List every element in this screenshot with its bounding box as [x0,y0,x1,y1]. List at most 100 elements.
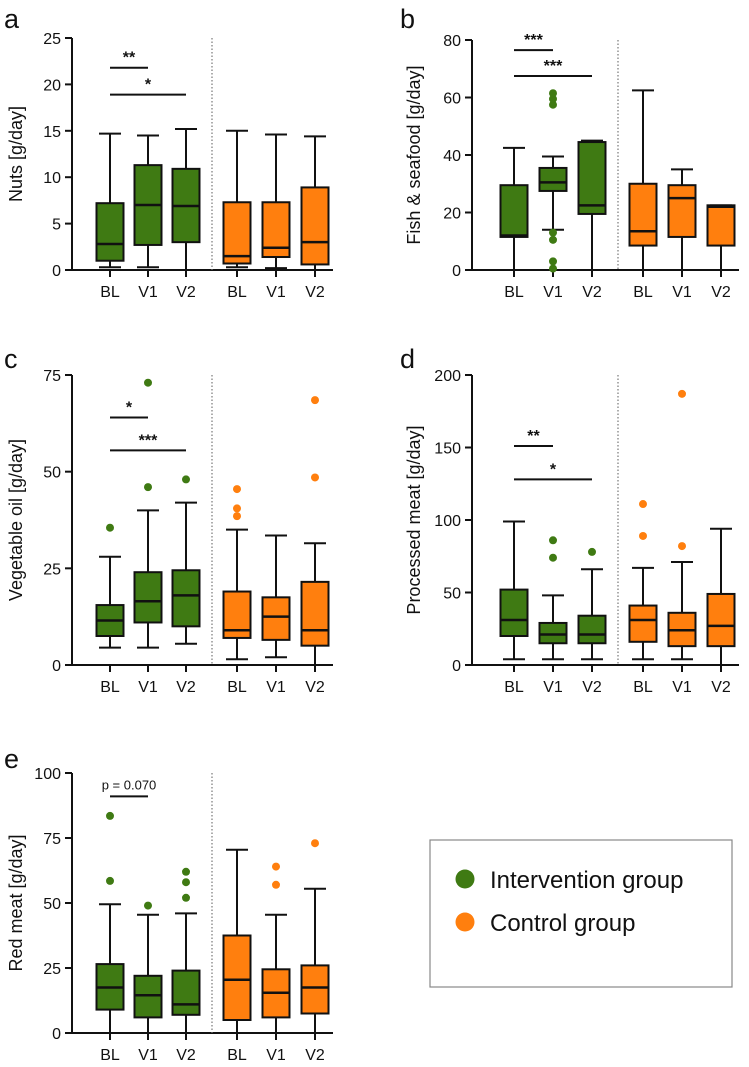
y-tick-label: 50 [43,896,61,913]
x-tick-label: BL [100,679,120,696]
x-tick-label: BL [504,284,524,301]
box-iqr [628,182,658,247]
box-iqr [499,184,529,238]
legend-frame [429,839,733,988]
outlier-point [549,257,557,266]
outlier-point [182,893,190,902]
y-tick-label: 80 [443,33,461,50]
y-tick-label: 150 [434,441,461,458]
outlier-point [182,867,190,876]
box-iqr [133,571,163,624]
x-tick-label: BL [100,1047,120,1064]
significance-label: * [550,461,557,478]
outlier-point [106,523,114,532]
significance-label: ** [123,50,136,67]
x-tick-label: V1 [138,679,158,696]
box-iqr [706,592,736,648]
outlier-point [182,475,190,484]
y-tick-label: 0 [452,658,461,675]
panel-b: b Fish & seafood [g/day] 0 20 40 60 80 BL V1 V2 BL… [400,4,739,301]
outlier-point [233,485,241,494]
box-intervention-BL [95,523,125,649]
significance-bracket: ** [110,50,148,69]
box-control-V1 [667,168,697,271]
box-intervention-BL [499,520,529,661]
outlier-point [233,512,241,521]
outlier-point [549,536,557,545]
box-iqr [261,596,291,641]
box-iqr [300,580,330,647]
box-intervention-BL [95,811,125,1034]
x-tick-label: V1 [266,679,286,696]
box-iqr [499,588,529,637]
significance-bracket: * [514,461,592,481]
box-iqr [300,186,330,266]
legend-marker-control [455,912,475,932]
panel-e: e Red meat [g/day] 0 25 50 75 100 BL V1 V2 BL V1 V2 p… [4,744,333,1064]
x-tick-label: V2 [305,1047,325,1064]
box-control-V1 [261,133,291,270]
box-iqr [667,184,697,238]
outlier-point [106,876,114,885]
box-intervention-V2 [171,127,201,271]
outlier-point [144,483,152,492]
box-iqr [577,141,607,215]
outlier-point [588,547,596,556]
panel-letter: b [400,4,415,34]
outlier-point [549,89,557,98]
x-tick-label: BL [227,1047,247,1064]
x-tick-label: V1 [543,679,563,696]
panel-letter: a [4,4,20,34]
y-tick-label: 200 [434,368,461,385]
outlier-point [549,235,557,244]
box-control-BL [222,485,252,661]
box-intervention-V1 [538,89,568,273]
outlier-point [311,839,319,848]
significance-label: * [145,77,152,94]
box-control-V1 [667,389,697,661]
box-iqr [133,974,163,1019]
x-tick-label: V1 [266,284,286,301]
box-iqr [222,934,252,1021]
box-iqr [628,604,658,643]
panel-c: c Vegetable oil [g/day] 0 25 50 75 BL V1 V2 BL V1 V… [4,344,333,696]
outlier-point [678,542,686,551]
x-tick-label: BL [633,284,653,301]
legend-label-control: Control group [490,910,635,937]
x-tick-label: BL [633,679,653,696]
significance-label: *** [139,432,158,449]
box-intervention-V2 [577,139,607,271]
y-tick-label: 75 [43,368,61,385]
outlier-point [549,94,557,103]
x-tick-label: V1 [672,284,692,301]
x-tick-label: BL [227,284,247,301]
y-tick-label: 5 [52,217,61,234]
outlier-point [311,473,319,482]
y-tick-label: 25 [43,961,61,978]
x-tick-label: V2 [711,284,731,301]
y-axis-title: Vegetable oil [g/day] [6,439,26,601]
box-intervention-V1 [133,134,163,269]
outlier-point [144,378,152,387]
panel-letter: d [400,344,415,374]
significance-bracket: * [110,77,186,96]
outlier-point [549,100,557,109]
legend-label-intervention: Intervention group [490,867,683,894]
outlier-point [549,264,557,273]
x-tick-label: V2 [582,679,602,696]
x-tick-label: BL [227,679,247,696]
box-iqr [222,201,252,265]
outlier-point [144,901,152,910]
box-control-BL [222,129,252,269]
panel-letter: e [4,744,19,774]
box-iqr [171,969,201,1016]
box-intervention-V2 [171,475,201,645]
x-tick-label: V1 [543,284,563,301]
y-tick-label: 75 [43,831,61,848]
outlier-point [233,504,241,513]
x-tick-label: V2 [305,679,325,696]
significance-label: * [126,400,133,417]
outlier-point [182,878,190,887]
